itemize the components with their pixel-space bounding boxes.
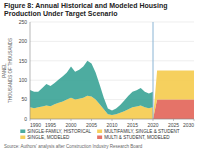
area <box>30 61 153 115</box>
y-tick-label: 0 <box>24 116 27 122</box>
y-axis-label-line: THOUSANDS OF THOUSANDS <box>8 38 13 103</box>
x-tick-label: 2015 <box>127 122 138 128</box>
x-tick-label: 2005 <box>86 122 97 128</box>
legend-label: MULTIFAMILY, SINGLE & STUDENT <box>104 129 180 134</box>
legend-label: SINGLE, MODELED <box>27 135 70 140</box>
source: Source: Authors' analysis after Construc… <box>4 144 143 149</box>
x-tick-label: 1995 <box>45 122 56 128</box>
legend-label: SINGLE-FAMILY, HISTORICAL <box>27 129 91 134</box>
x-tick-label: 1990 <box>30 122 41 128</box>
x-tick-label: 2030 <box>183 122 194 128</box>
title-line: Production Under Target Scenario <box>4 10 117 18</box>
x-tick-label: 2020 <box>147 122 158 128</box>
x-tick-label: 2000 <box>65 122 76 128</box>
title-line: Figure 8: Annual Historical and Modeled … <box>4 2 167 10</box>
y-axis-label-line: PANEL <box>2 63 7 78</box>
title: Figure 8: Annual Historical and Modeled … <box>4 2 167 18</box>
legend-swatch <box>97 136 102 140</box>
x-tick-label: 2025 <box>168 122 179 128</box>
area <box>153 100 194 119</box>
y-tick-label: 200 <box>19 38 28 44</box>
source-line: Source: Authors' analysis after Construc… <box>4 144 143 149</box>
y-tick-label: 50 <box>21 96 27 102</box>
legend-swatch <box>20 130 25 134</box>
grid-line <box>30 22 194 23</box>
legend-swatch <box>97 130 102 134</box>
chart: Figure 8: Annual Historical and Modeled … <box>0 0 200 150</box>
y-tick-label: 150 <box>19 58 28 64</box>
plot-area <box>30 22 194 119</box>
grid-line <box>30 60 194 61</box>
y-axis-line <box>30 22 31 119</box>
legend-swatch <box>20 136 25 140</box>
y-tick-label: 100 <box>19 77 28 83</box>
legend-label: MULTI & STUDENT, MODELED <box>104 135 170 140</box>
x-tick-label: 2010 <box>106 122 117 128</box>
divider-line <box>153 22 154 119</box>
y-tick-label: 250 <box>19 19 28 25</box>
area <box>153 71 194 120</box>
grid-line <box>30 41 194 42</box>
y-axis-label: PANELTHOUSANDS OF THOUSANDS <box>2 38 13 103</box>
